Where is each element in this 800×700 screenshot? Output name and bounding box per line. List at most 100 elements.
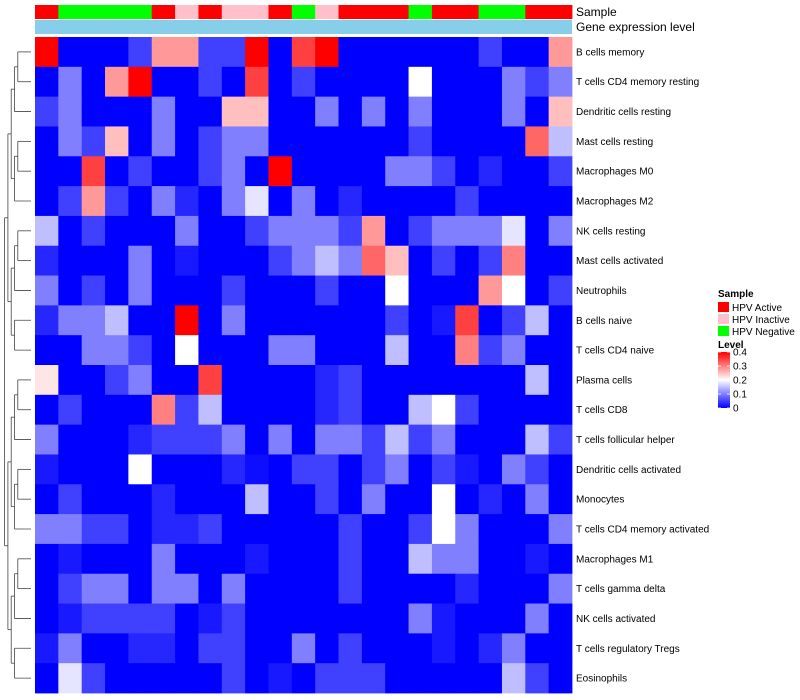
row-label: T cells CD4 memory resting	[576, 77, 699, 88]
heatmap-cell	[548, 543, 573, 575]
heatmap-cell	[338, 394, 363, 426]
heatmap-cell	[151, 394, 176, 426]
sample-annotation-cell	[361, 5, 386, 19]
row-label: Dendritic cells resting	[576, 107, 671, 118]
heatmap-cell	[501, 603, 526, 634]
heatmap-cell	[478, 275, 503, 306]
heatmap-cell	[128, 633, 153, 664]
heatmap-cell	[478, 215, 503, 247]
heatmap-cell	[431, 126, 456, 157]
heatmap-cell	[128, 335, 153, 366]
heatmap-cell	[35, 365, 59, 396]
heatmap-cell	[58, 633, 83, 664]
heatmap-cell	[128, 96, 153, 127]
heatmap-cell	[105, 663, 129, 694]
sample-annotation-cell	[268, 5, 293, 19]
heatmap-cell	[268, 365, 293, 396]
heatmap-cell	[245, 215, 269, 247]
heatmap-cell	[361, 603, 386, 634]
heatmap-cell	[291, 543, 316, 575]
heatmap-cell	[455, 484, 480, 515]
heatmap-cell	[81, 96, 106, 127]
level-legend-tick-label: 0.4	[733, 348, 747, 359]
heatmap-cell	[105, 126, 129, 157]
heatmap-cell	[338, 633, 363, 664]
heatmap-cell	[291, 603, 316, 634]
heatmap-cell	[291, 96, 316, 127]
heatmap-cell	[175, 663, 199, 694]
heatmap-cell	[408, 186, 433, 217]
heatmap-cell	[128, 394, 153, 426]
heatmap-cell	[338, 484, 363, 515]
heatmap-cell	[408, 424, 433, 455]
heatmap-cell	[81, 454, 106, 485]
heatmap-cell	[455, 424, 480, 455]
heatmap-cell	[81, 66, 106, 98]
heatmap-cell	[198, 66, 223, 98]
heatmap-cell	[198, 275, 223, 306]
heatmap-cell	[408, 126, 433, 157]
heatmap-cell	[128, 37, 153, 68]
heatmap-cell	[128, 365, 153, 396]
heatmap-cell	[58, 543, 83, 575]
heatmap-cell	[478, 603, 503, 634]
heatmap-cell	[315, 633, 339, 664]
heatmap-cell	[221, 215, 246, 247]
heatmap-cell	[81, 215, 106, 247]
heatmap-cell	[245, 96, 269, 127]
sample-annotation-cell	[35, 5, 59, 19]
heatmap-cell	[501, 424, 526, 455]
heatmap-cell	[268, 305, 293, 336]
sample-annotation-cell	[128, 5, 153, 19]
heatmap-cell	[385, 126, 409, 157]
heatmap-cell	[315, 186, 339, 217]
sample-legend-swatch	[718, 326, 729, 336]
heatmap-cell	[81, 543, 106, 575]
heatmap-cell	[35, 454, 59, 485]
heatmap-cell	[35, 335, 59, 366]
heatmap-cell	[501, 186, 526, 217]
row-label: T cells CD4 memory activated	[576, 525, 709, 536]
heatmap-cell	[81, 424, 106, 455]
heatmap-cell	[291, 186, 316, 217]
heatmap-cell	[408, 514, 433, 545]
heatmap-cell	[175, 454, 199, 485]
heatmap-cell	[198, 543, 223, 575]
heatmap-cell	[198, 633, 223, 664]
heatmap-cell	[315, 663, 339, 694]
heatmap-cell	[291, 305, 316, 336]
heatmap-cell	[291, 484, 316, 515]
heatmap-cell	[175, 603, 199, 634]
sample-annotation-cell	[455, 5, 480, 19]
heatmap-cell	[315, 37, 339, 68]
level-legend-title: Level	[718, 340, 744, 351]
heatmap-cell	[198, 365, 223, 396]
heatmap-cell	[151, 275, 176, 306]
heatmap-cell	[501, 454, 526, 485]
heatmap-cell	[361, 424, 386, 455]
heatmap-cell	[58, 394, 83, 426]
heatmap-cell	[151, 633, 176, 664]
heatmap-cell	[338, 573, 363, 604]
sample-legend-swatch	[718, 302, 729, 312]
heatmap-cell	[431, 275, 456, 306]
heatmap-cell	[58, 66, 83, 98]
heatmap-cell	[128, 275, 153, 306]
heatmap-cell	[361, 66, 386, 98]
heatmap-cell	[58, 335, 83, 366]
heatmap-cell	[455, 514, 480, 545]
heatmap-cell	[501, 156, 526, 187]
heatmap-cell	[408, 66, 433, 98]
row-label: T cells CD4 naive	[576, 346, 655, 357]
heatmap-cell	[431, 215, 456, 247]
row-label: B cells memory	[576, 47, 644, 58]
heatmap-cell	[455, 543, 480, 575]
sample-annotation-cell	[408, 5, 433, 19]
heatmap-cell	[198, 96, 223, 127]
heatmap-cell	[548, 514, 573, 545]
heatmap-cell	[198, 37, 223, 68]
row-label: Dendritic cells activated	[576, 465, 681, 476]
heatmap-cell	[221, 394, 246, 426]
heatmap-cell	[81, 514, 106, 545]
